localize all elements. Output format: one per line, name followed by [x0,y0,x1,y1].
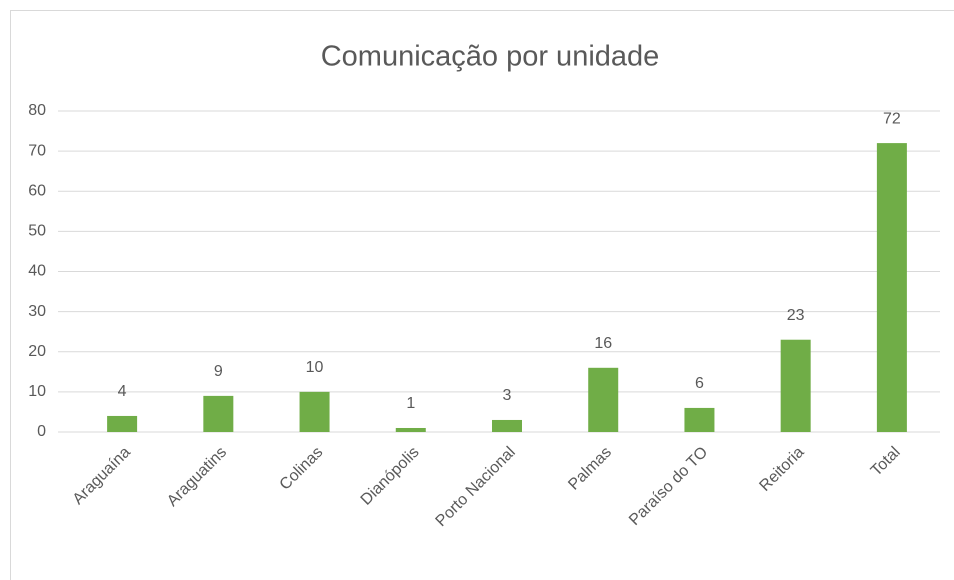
y-tick-label: 60 [28,182,46,199]
data-label: 4 [118,383,127,400]
bar [684,407,715,432]
data-label: 10 [306,359,324,376]
data-label: 16 [594,335,612,352]
bar [395,427,426,432]
y-tick-label: 20 [28,343,46,360]
chart-title: Comunicação por unidade [321,41,660,73]
y-tick-label: 0 [37,423,46,440]
data-label: 1 [406,395,415,412]
y-tick-label: 40 [28,263,46,280]
bar [299,391,330,432]
data-label: 3 [503,387,512,404]
chart-border [10,10,954,580]
data-label: 23 [787,307,805,324]
data-label: 6 [695,375,704,392]
bar [780,339,811,432]
y-tick-label: 70 [28,142,46,159]
bar [588,367,619,432]
y-tick-label: 30 [28,303,46,320]
y-tick-label: 50 [28,223,46,240]
y-tick-label: 10 [28,383,46,400]
bar [107,415,138,432]
bar [876,143,907,432]
y-tick-label: 80 [28,102,46,119]
bar [492,419,522,432]
data-label: 9 [214,363,223,380]
data-label: 72 [883,110,901,127]
bar [203,395,234,432]
